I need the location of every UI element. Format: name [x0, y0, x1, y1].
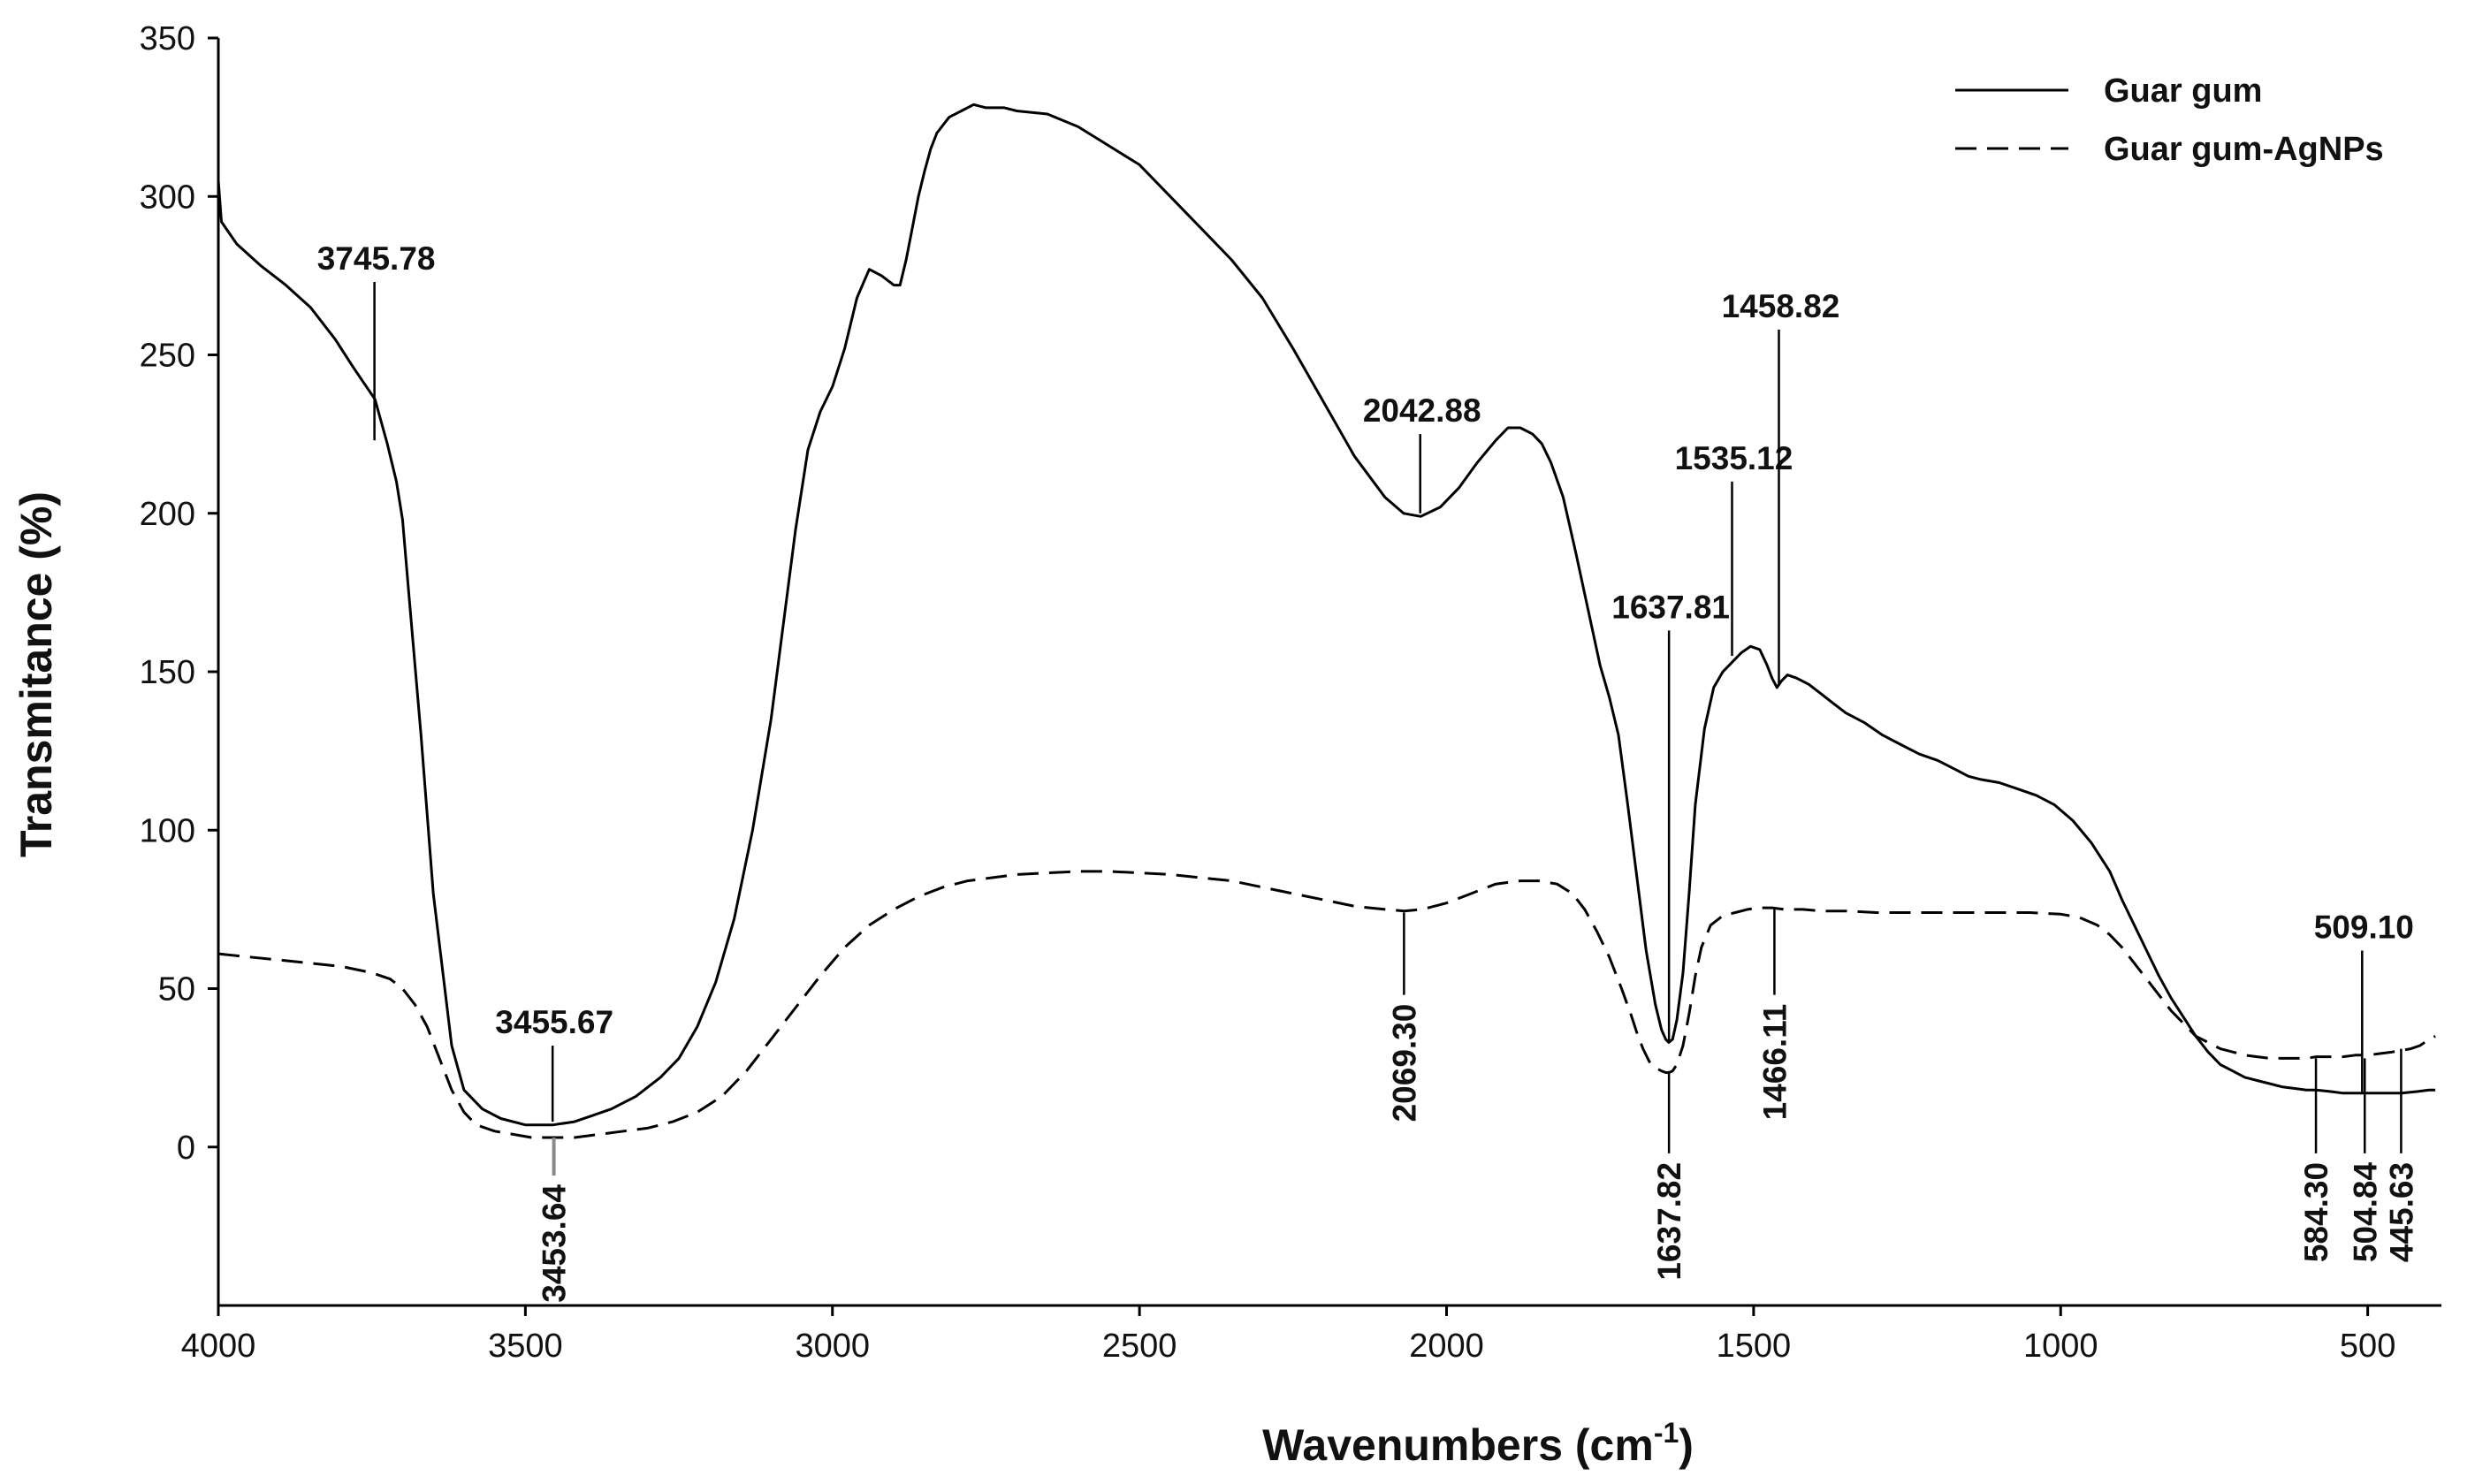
- peak-label: 3745.78: [317, 240, 436, 277]
- peak-label: 1535.12: [1675, 440, 1793, 476]
- y-axis-title: Transmitance (%): [11, 491, 61, 857]
- series-line-guar-gum-agnps: [217, 870, 2436, 1139]
- x-tick-label: 4000: [181, 1328, 256, 1365]
- x-axis-title: Wavenumbers (cm-1): [1262, 1417, 1694, 1470]
- legend-label: Guar gum-AgNPs: [2104, 131, 2384, 168]
- series-layer: [217, 103, 2436, 1139]
- y-tick-label: 200: [140, 496, 195, 533]
- peak-label: 1637.82: [1651, 1162, 1687, 1281]
- y-tick-label: 300: [140, 179, 195, 216]
- peak-label: 509.10: [2314, 909, 2414, 945]
- y-tick-label: 100: [140, 812, 195, 849]
- x-tick-label: 1000: [2023, 1328, 2098, 1365]
- y-tick-label: 150: [140, 654, 195, 691]
- axes: 0 50 100 150 200 250 300 350 4000 3500 3000 2500 200…: [140, 20, 2441, 1365]
- x-axis-title-close: ): [1679, 1420, 1694, 1470]
- peak-label: 1458.82: [1722, 288, 1840, 324]
- x-tick-label: 500: [2340, 1328, 2395, 1365]
- x-tick-label: 1500: [1717, 1328, 1792, 1365]
- peak-label: 2042.88: [1363, 392, 1481, 429]
- x-axis-title-main: Wavenumbers (cm: [1262, 1420, 1654, 1470]
- legend-label: Guar gum: [2104, 72, 2262, 110]
- legend: Guar gum Guar gum-AgNPs: [1955, 72, 2384, 168]
- peak-label: 2069.30: [1386, 1004, 1422, 1123]
- peak-label: 584.30: [2298, 1162, 2334, 1262]
- peak-label: 3453.64: [537, 1184, 573, 1303]
- y-tick-label: 50: [158, 971, 195, 1008]
- y-tick-label: 350: [140, 20, 195, 57]
- y-tick-label: 0: [177, 1130, 195, 1167]
- x-axis-title-superscript: -1: [1654, 1417, 1679, 1449]
- peak-label: 445.63: [2383, 1162, 2419, 1262]
- peak-label: 3455.67: [495, 1004, 613, 1040]
- y-tick-label: 250: [140, 338, 195, 375]
- annotation-layer: 3745.78 3455.67 2042.88 1637.81 1535.12 1458.…: [317, 240, 2420, 1303]
- x-tick-label: 3500: [488, 1328, 563, 1365]
- series-line-guar-gum: [217, 103, 2436, 1127]
- peak-label: 504.84: [2347, 1162, 2383, 1263]
- peak-label: 1637.81: [1611, 589, 1730, 625]
- x-tick-label: 3000: [795, 1328, 870, 1365]
- x-tick-label: 2000: [1409, 1328, 1484, 1365]
- x-tick-label: 2500: [1102, 1328, 1177, 1365]
- peak-label: 1466.11: [1756, 1004, 1793, 1121]
